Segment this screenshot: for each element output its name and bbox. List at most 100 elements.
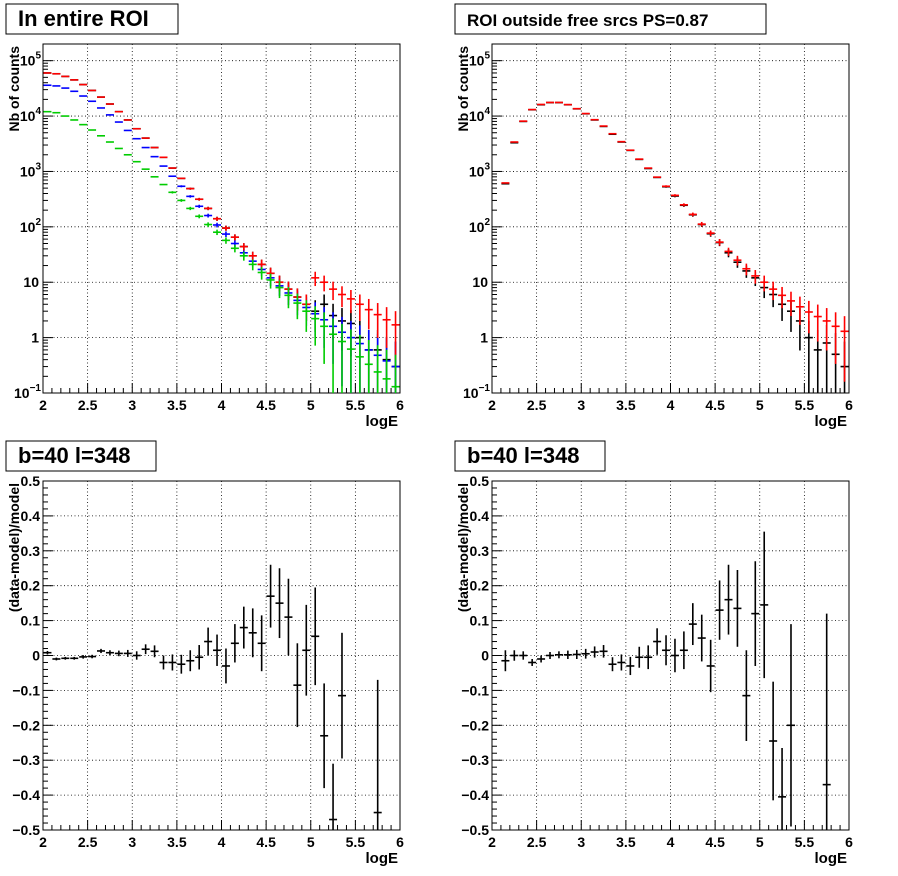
data-point: [132, 651, 141, 660]
data-point: [733, 255, 742, 266]
data-point: [510, 650, 519, 661]
x-tick-label: 4.5: [256, 834, 276, 850]
data-point: [501, 650, 510, 672]
data-point: [382, 349, 391, 393]
data-point: [373, 679, 382, 830]
x-axis-label: logE: [815, 850, 848, 867]
data-point: [373, 303, 382, 338]
x-tick-label: 4.5: [256, 397, 276, 413]
y-tick-label: −0.5: [12, 822, 40, 838]
data-point: [195, 204, 204, 208]
data-point: [239, 606, 248, 649]
series-2: [43, 72, 400, 360]
x-axis-label: logE: [366, 413, 399, 430]
data-point: [213, 216, 222, 221]
x-tick-label: 3.5: [167, 397, 187, 413]
y-tick-label: 0: [32, 648, 40, 664]
data-point: [724, 247, 733, 256]
data-point: [382, 307, 391, 348]
data-point: [786, 624, 795, 827]
data-point: [284, 286, 293, 309]
data-point: [204, 213, 213, 218]
data-point: [43, 650, 52, 655]
data-point: [751, 561, 760, 666]
data-point: [822, 308, 831, 351]
y-tick-label: 104: [20, 106, 42, 124]
chart-title: ROI outside free srcs PS=0.87: [467, 11, 708, 30]
data-point: [715, 580, 724, 640]
data-point: [813, 304, 822, 342]
data-point: [186, 187, 195, 190]
data-point: [742, 650, 751, 742]
x-tick-label: 3: [577, 397, 585, 413]
y-tick-label: 104: [469, 106, 491, 124]
y-tick-label: −0.2: [12, 717, 40, 733]
data-point: [320, 683, 329, 789]
data-point: [275, 280, 284, 299]
data-point: [329, 763, 338, 830]
data-point: [554, 651, 563, 659]
data-point: [572, 649, 581, 659]
data-point: [519, 651, 528, 660]
data-point: [679, 631, 688, 670]
y-tick-label: −0.1: [461, 682, 489, 698]
data-point: [114, 650, 123, 657]
y-tick-label: −0.2: [461, 717, 489, 733]
x-tick-label: 4: [667, 834, 675, 850]
data-point: [195, 214, 204, 219]
x-tick-label: 3.5: [616, 834, 636, 850]
y-axis-label: Nb of counts: [455, 46, 471, 132]
y-tick-label: −0.1: [12, 682, 40, 698]
y-tick-label: 0.1: [470, 613, 490, 629]
data-point: [355, 294, 364, 321]
data-point: [213, 634, 222, 666]
data-point: [373, 345, 382, 393]
data-point: [724, 564, 733, 635]
data-point: [364, 340, 373, 393]
data-point: [213, 222, 222, 228]
data-point: [795, 296, 804, 325]
data-point: [177, 199, 186, 202]
data-point: [177, 185, 186, 188]
title-box: [454, 440, 606, 472]
y-tick-label: 103: [20, 161, 42, 179]
x-tick-label: 4: [667, 397, 675, 413]
y-tick-label: 10−1: [463, 383, 490, 401]
data-point: [52, 657, 61, 661]
y-tick-label: 0: [481, 648, 489, 664]
data-point: [644, 645, 653, 670]
data-point: [186, 206, 195, 211]
y-tick-label: −0.3: [12, 752, 40, 768]
series-3: [43, 110, 400, 393]
data-point: [204, 627, 213, 656]
x-tick-label: 2.5: [527, 397, 547, 413]
x-tick-label: 5.5: [346, 834, 366, 850]
x-tick-label: 6: [396, 397, 404, 413]
plot-frame: [491, 43, 850, 394]
data-point: [742, 263, 751, 276]
data-point: [590, 646, 599, 658]
y-tick-label: 102: [20, 217, 42, 235]
data-point: [662, 185, 671, 188]
x-tick-label: 3: [577, 834, 585, 850]
x-tick-label: 5: [307, 397, 315, 413]
data-point: [537, 655, 546, 663]
y-tick-label: −0.5: [461, 822, 489, 838]
x-tick-label: 4: [218, 397, 226, 413]
x-tick-label: 3.5: [167, 834, 187, 850]
data-point: [230, 244, 239, 253]
series-0: [43, 564, 382, 830]
y-tick-label: 10: [23, 274, 39, 290]
x-tick-label: 2.5: [527, 834, 547, 850]
data-point: [635, 646, 644, 668]
series-0: [43, 72, 400, 393]
data-point: [311, 306, 320, 346]
x-tick-label: 2.5: [78, 397, 98, 413]
data-point: [150, 645, 159, 658]
x-tick-label: 5.5: [795, 834, 815, 850]
y-tick-label: 103: [469, 161, 491, 179]
data-point: [822, 613, 831, 830]
data-point: [221, 648, 230, 684]
